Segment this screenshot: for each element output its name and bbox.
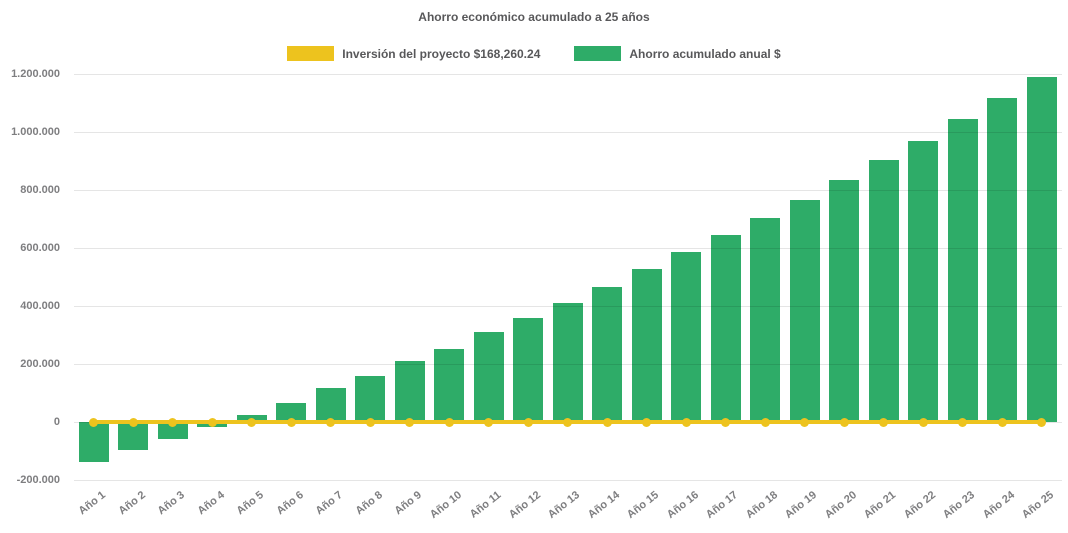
chart-legend: Inversión del proyecto $168,260.24 Ahorr… (0, 46, 1068, 61)
legend-item-savings[interactable]: Ahorro acumulado anual $ (574, 46, 781, 61)
investment-line-point-año-4 (207, 417, 217, 427)
y-tick-label--200.000: -200.000 (16, 474, 60, 486)
y-tick-label-1.200.000: 1.200.000 (11, 68, 60, 80)
investment-line-point-año-25 (1037, 417, 1047, 427)
bar-año-13 (552, 302, 583, 422)
bar-año-24 (987, 98, 1018, 422)
y-tick-label-800.000: 800.000 (20, 184, 60, 196)
investment-line-point-año-23 (958, 417, 968, 427)
x-tick-label-año-16: Año 16 (664, 489, 701, 522)
x-tick-label-año-14: Año 14 (585, 489, 622, 522)
investment-line-point-año-7 (326, 417, 336, 427)
investment-line-point-año-8 (365, 417, 375, 427)
x-tick-label-año-2: Año 2 (116, 489, 148, 518)
x-tick-label-año-24: Año 24 (980, 489, 1017, 522)
bar-año-19 (789, 199, 820, 422)
investment-line-point-año-16 (681, 417, 691, 427)
x-tick-label-año-5: Año 5 (234, 489, 267, 518)
investment-line-point-año-18 (760, 417, 770, 427)
x-tick-label-año-21: Año 21 (861, 489, 899, 522)
investment-line-point-año-20 (839, 417, 849, 427)
chart-title: Ahorro económico acumulado a 25 años (418, 10, 650, 24)
bar-año-15 (631, 269, 662, 422)
investment-line-point-año-6 (286, 417, 296, 427)
x-tick-label-año-22: Año 22 (901, 489, 938, 522)
x-tick-label-año-1: Año 1 (76, 489, 109, 518)
gridline-800.000 (74, 190, 1062, 191)
x-tick-label-año-6: Año 6 (274, 489, 306, 518)
bar-año-11 (473, 332, 504, 422)
investment-line-point-año-2 (128, 417, 138, 427)
x-tick-label-año-17: Año 17 (703, 489, 741, 522)
x-tick-label-año-20: Año 20 (822, 489, 859, 522)
gridline-1.000.000 (74, 132, 1062, 133)
bar-año-10 (434, 348, 465, 422)
y-tick-label-0: 0 (53, 416, 60, 428)
y-tick-label-600.000: 600.000 (20, 242, 60, 254)
bar-año-2 (118, 422, 149, 451)
y-tick-label-200.000: 200.000 (20, 358, 60, 370)
legend-label-savings: Ahorro acumulado anual $ (629, 46, 781, 61)
investment-line-point-año-13 (563, 417, 573, 427)
investment-line-point-año-9 (405, 417, 415, 427)
investment-line-point-año-1 (89, 417, 99, 427)
x-tick-label-año-10: Año 10 (427, 489, 464, 522)
investment-line-point-año-12 (523, 417, 533, 427)
x-tick-label-año-25: Año 25 (1019, 489, 1057, 522)
investment-line-point-año-10 (444, 417, 454, 427)
investment-line-point-año-24 (997, 417, 1007, 427)
x-tick-label-año-8: Año 8 (353, 489, 385, 518)
gridline-600.000 (74, 248, 1062, 249)
bar-año-21 (868, 160, 899, 422)
bar-año-14 (592, 286, 623, 422)
x-tick-label-año-4: Año 4 (195, 489, 227, 518)
savings-swatch-icon (574, 46, 622, 61)
x-tick-label-año-9: Año 9 (392, 489, 425, 518)
bar-año-17 (710, 234, 741, 422)
bar-año-23 (947, 119, 978, 422)
investment-line-point-año-19 (800, 417, 810, 427)
investment-line-point-año-5 (247, 417, 257, 427)
gridline-1.200.000 (74, 74, 1062, 75)
legend-item-investment[interactable]: Inversión del proyecto $168,260.24 (287, 46, 540, 61)
x-tick-label-año-13: Año 13 (545, 489, 583, 522)
bar-año-22 (908, 141, 939, 422)
bar-año-1 (78, 422, 109, 463)
x-tick-label-año-15: Año 15 (624, 489, 662, 522)
investment-line-point-año-15 (642, 417, 652, 427)
bar-año-8 (355, 375, 386, 422)
bar-año-16 (671, 252, 702, 422)
gridline-400.000 (74, 306, 1062, 307)
x-tick-label-año-12: Año 12 (506, 489, 543, 522)
investment-line-point-año-22 (918, 417, 928, 427)
y-tick-label-400.000: 400.000 (20, 300, 60, 312)
gridline--200.000 (74, 480, 1062, 481)
x-tick-label-año-7: Año 7 (313, 489, 346, 518)
investment-swatch-icon (287, 46, 335, 61)
bar-año-20 (829, 180, 860, 422)
bar-año-9 (394, 361, 425, 422)
investment-line-point-año-11 (484, 417, 494, 427)
x-tick-label-año-23: Año 23 (940, 489, 978, 522)
investment-line-point-año-21 (879, 417, 889, 427)
x-tick-label-año-3: Año 3 (155, 489, 188, 518)
investment-line-point-año-3 (168, 417, 178, 427)
bar-año-6 (276, 402, 307, 422)
investment-line-point-año-14 (602, 417, 612, 427)
bar-año-3 (157, 422, 188, 440)
investment-line-point-año-17 (721, 417, 731, 427)
x-tick-label-año-18: Año 18 (743, 489, 780, 522)
gridline-200.000 (74, 364, 1062, 365)
bar-año-12 (513, 317, 544, 422)
x-tick-label-año-11: Año 11 (467, 489, 504, 521)
legend-label-investment: Inversión del proyecto $168,260.24 (342, 46, 541, 61)
bar-año-18 (750, 218, 781, 422)
bar-año-25 (1026, 76, 1057, 422)
y-tick-label-1.000.000: 1.000.000 (11, 126, 60, 138)
bar-año-7 (315, 388, 346, 422)
x-tick-label-año-19: Año 19 (782, 489, 820, 522)
